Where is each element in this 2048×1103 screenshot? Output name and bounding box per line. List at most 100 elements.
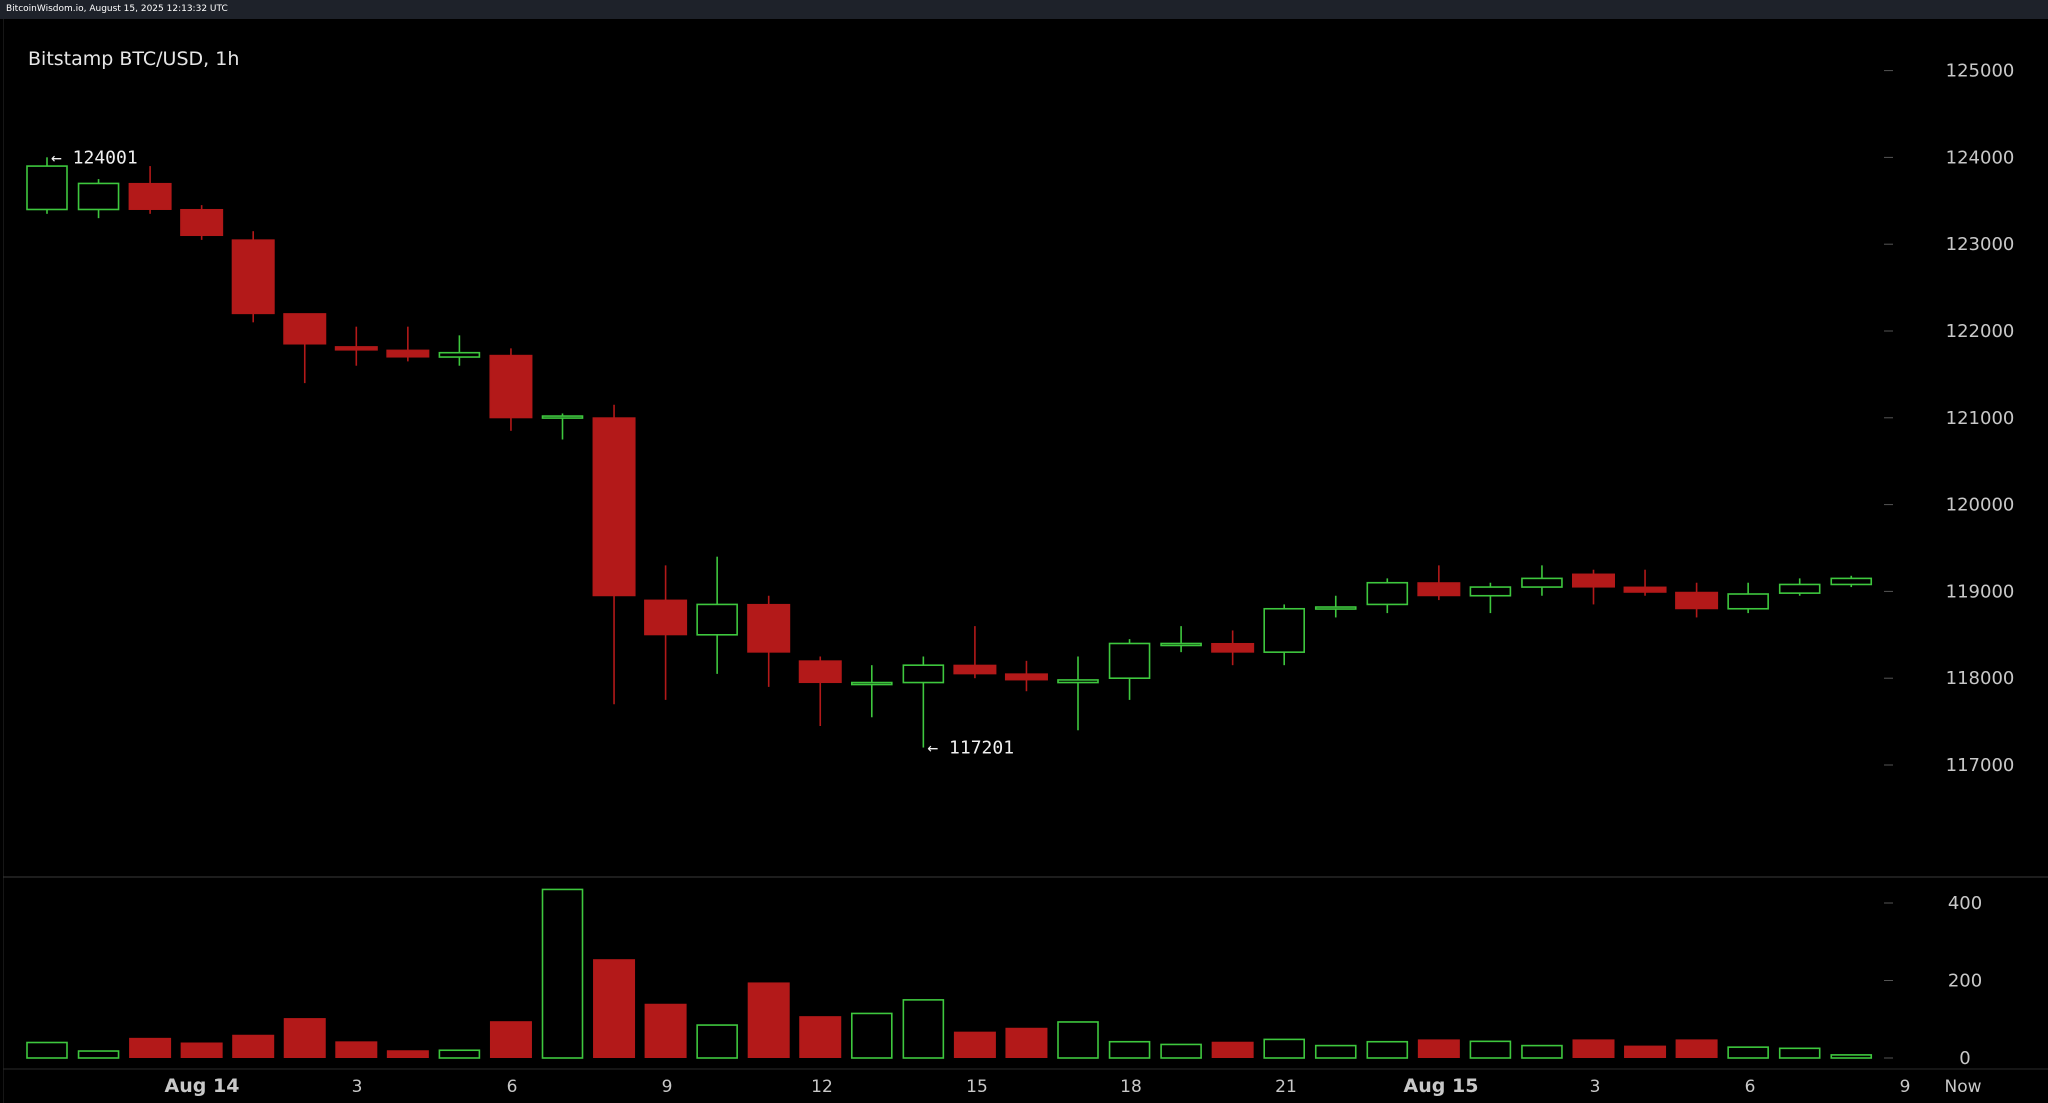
candle-body-down <box>1675 591 1719 610</box>
chart-title: Bitstamp BTC/USD, 1h <box>28 48 240 70</box>
volume-bar-up <box>1057 1021 1099 1059</box>
volume-bar-up <box>1727 1046 1769 1059</box>
candle-body-down <box>128 182 172 210</box>
volume-axis: 0 200 400 <box>1884 893 1982 1069</box>
volume-bar-down <box>180 1042 223 1058</box>
volume-bar-down <box>1005 1027 1048 1058</box>
volume-bar-down <box>1624 1045 1667 1058</box>
volume-bar-down <box>1572 1039 1615 1058</box>
volume-bar-up <box>1830 1054 1873 1059</box>
candle-body-down <box>489 354 533 419</box>
candle-body-up <box>438 351 481 358</box>
candle-body-down <box>1417 582 1461 597</box>
volume-tick-label: 0 <box>1959 1048 1970 1069</box>
candle-body-up <box>1366 581 1409 606</box>
candle-body-down <box>798 660 842 684</box>
price-tick-label: 124000 <box>1946 147 2015 168</box>
candles <box>26 157 1873 748</box>
time-tick-label: 18 <box>1120 1077 1142 1097</box>
volume-tick-label: 200 <box>1948 971 1982 992</box>
volume-bar-down <box>593 959 636 1058</box>
candle-body-down <box>386 349 430 358</box>
candle-body-down <box>747 603 791 653</box>
volume-bar-up <box>1469 1040 1512 1059</box>
candle-body-up <box>1314 606 1357 610</box>
volume-bar-up <box>1160 1043 1202 1059</box>
volume-bar-down <box>129 1037 172 1058</box>
volume-bar-down <box>386 1050 429 1058</box>
volume-bar-up <box>438 1049 481 1059</box>
price-axis: 117000 118000 119000 120000 121000 122000 1230… <box>1884 61 2014 776</box>
candle-body-up <box>77 182 120 211</box>
volume-bars <box>26 888 1873 1059</box>
price-tick-label: 118000 <box>1946 668 2015 689</box>
source-stamp: BitcoinWisdom.io, August 15, 2025 12:13:… <box>6 4 228 14</box>
volume-bar-up <box>77 1050 120 1059</box>
volume-bar-down <box>799 1016 842 1058</box>
candle-body-up <box>696 603 738 636</box>
volume-bar-down <box>232 1034 275 1058</box>
price-tick-label: 121000 <box>1946 408 2015 429</box>
time-tick-label: 9 <box>1900 1077 1911 1097</box>
volume-bar-up <box>1108 1040 1151 1059</box>
candle-body-up <box>1521 577 1563 588</box>
time-tick-label: Aug 15 <box>1404 1075 1479 1097</box>
candle-body-down <box>1623 586 1667 593</box>
candle-body-up <box>1469 586 1512 597</box>
candle-body-down <box>592 417 636 597</box>
price-annotation-label: ← 117201 <box>927 738 1014 759</box>
candle-body-down <box>231 239 275 315</box>
price-tick-label: 122000 <box>1946 321 2015 342</box>
candle-body-down <box>283 313 327 345</box>
source-stamp-bar: BitcoinWisdom.io, August 15, 2025 12:13:… <box>0 0 2048 19</box>
price-tick-label: 125000 <box>1946 61 2015 82</box>
volume-bar-down <box>489 1021 532 1058</box>
time-tick-label: Aug 14 <box>165 1075 240 1097</box>
time-tick-label: 6 <box>507 1077 518 1097</box>
volume-bar-down <box>747 982 790 1058</box>
candle-body-up <box>1108 642 1151 679</box>
volume-bar-down <box>644 1003 687 1058</box>
candle-body-down <box>953 664 997 675</box>
volume-bar-up <box>1314 1044 1357 1059</box>
price-tick-label: 120000 <box>1946 495 2015 516</box>
candle-body-down <box>644 599 688 636</box>
volume-bar-up <box>902 999 945 1059</box>
candle-body-down <box>334 346 378 351</box>
candle-body-up <box>1778 583 1821 594</box>
time-tick-label: 6 <box>1745 1077 1756 1097</box>
volume-bar-up <box>1366 1040 1409 1059</box>
volume-tick-label: 400 <box>1948 893 1982 914</box>
candle-body-up <box>541 415 584 419</box>
time-tick-label: Now <box>1944 1077 1981 1097</box>
volume-bar-down <box>1675 1039 1718 1058</box>
volume-bar-up <box>850 1012 893 1059</box>
chart-pane: Bitstamp BTC/USD, 1h <box>3 19 2048 1103</box>
price-annotation-label: ← 124001 <box>51 147 138 168</box>
time-tick-label: 9 <box>662 1077 673 1097</box>
candle-body-up <box>1263 607 1305 653</box>
volume-bar-up <box>1263 1038 1305 1059</box>
price-tick-label: 117000 <box>1946 755 2015 776</box>
candle-body-down <box>1572 573 1615 588</box>
volume-bar-down <box>1211 1041 1254 1058</box>
volume-bar-up <box>1521 1044 1563 1059</box>
candle-body-up <box>1830 577 1873 586</box>
volume-bar-up <box>696 1024 738 1059</box>
candle-body-up <box>902 664 945 684</box>
volume-bar-down <box>1417 1039 1460 1058</box>
time-tick-label: 3 <box>352 1077 363 1097</box>
candle-body-up <box>26 165 68 211</box>
candle-body-up <box>1057 679 1099 684</box>
candle-body-down <box>1211 642 1255 653</box>
candle-body-up <box>1160 642 1202 647</box>
price-tick-label: 123000 <box>1946 234 2015 255</box>
price-tick-label: 119000 <box>1946 581 2015 602</box>
candle-body-down <box>1004 673 1048 681</box>
time-tick-label: 21 <box>1275 1077 1297 1097</box>
candle-body-up <box>850 681 893 686</box>
price-annotations: ← 124001 ← 117201 <box>51 147 1014 758</box>
volume-bar-up <box>26 1041 68 1059</box>
time-tick-label: 3 <box>1590 1077 1601 1097</box>
